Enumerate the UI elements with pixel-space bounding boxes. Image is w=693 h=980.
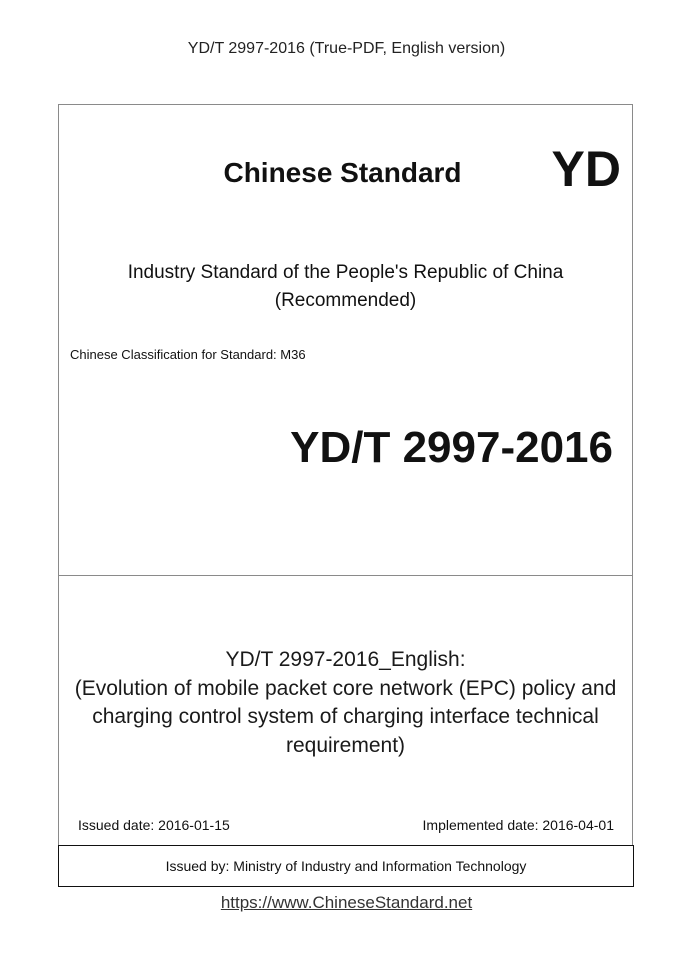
title-line: YD/T 2997-2016_English: (225, 648, 466, 671)
industry-line-1: Industry Standard of the People's Republ… (127, 262, 564, 283)
title-line: (Evolution of mobile packet core network… (74, 676, 617, 700)
classification: Chinese Classification for Standard: M36 (70, 347, 306, 362)
cover-divider (58, 575, 633, 576)
implemented-date: Implemented date: 2016-04-01 (422, 817, 614, 833)
title-line: requirement) (285, 733, 406, 757)
standard-prefix-mark: YD (551, 141, 621, 197)
page-header: YD/T 2997-2016 (True-PDF, English versio… (187, 40, 506, 57)
industry-standard-label: Industry Standard of the People's Republ… (58, 259, 633, 315)
footer-link[interactable]: https://www.ChineseStandard.net (220, 893, 473, 912)
issued-date: Issued date: 2016-01-15 (78, 817, 230, 833)
title-line: charging control system of charging inte… (92, 705, 599, 728)
issued-by: Issued by: Ministry of Industry and Info… (165, 858, 527, 874)
document-title: YD/T 2997-2016_English: (Evolution of mo… (58, 646, 633, 760)
issued-by-box: Issued by: Ministry of Industry and Info… (58, 845, 634, 887)
cover-heading: Chinese Standard (223, 157, 462, 188)
standard-code: YD/T 2997-2016 (290, 423, 613, 472)
industry-line-2: (Recommended) (274, 290, 417, 311)
cover-frame (58, 104, 633, 845)
